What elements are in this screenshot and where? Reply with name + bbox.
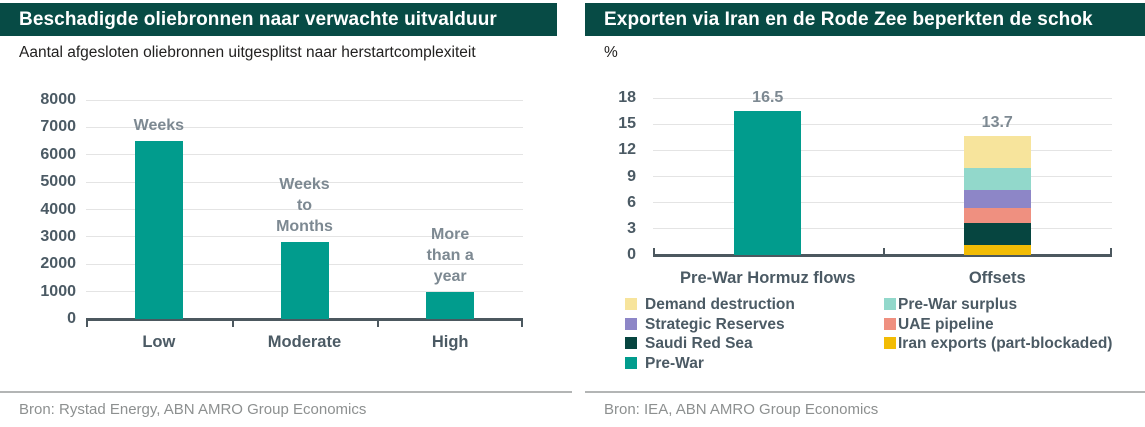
axis-tick [521,320,523,327]
category-label: High [431,333,469,351]
bar-segment [963,135,1031,168]
y-tick-label: 9 [627,167,636,185]
legend-label: Saudi Red Sea [645,335,753,352]
bar-annotation: Weeks to Months [276,176,333,236]
gridline [653,149,1112,151]
bar-segment [963,190,1031,208]
gridline [86,209,523,210]
right-chart-legend: Demand destruction Strategic Reserves Saud… [585,0,1145,427]
y-tick-label: 3 [627,219,636,237]
right-chart-source: Bron: IEA, ABN AMRO Group Economics [604,401,879,418]
left-chart-subtitle: Aantal afgesloten oliebronnen uitgesplit… [19,44,476,61]
y-tick-label: 12 [618,141,636,159]
x-axis-line [653,253,1112,257]
axis-tick [653,247,655,255]
right-chart-title: Exporten via Iran en de Rode Zee beperkt… [604,8,1093,30]
gridline [86,126,523,128]
left-chart-plot-area: 0 1000 2000 3000 4000 5000 6000 7000 8000 Weeks Lo… [0,0,572,427]
y-tick-label: 1000 [40,282,76,300]
axis-tick [231,320,234,327]
legend-swatch [884,317,896,330]
y-tick-label: 6 [627,193,636,211]
legend-label: UAE pipeline [898,315,994,333]
left-footer-divider [0,391,572,393]
right-chart-plot-area: 0 3 6 9 12 15 18 16.5 Pre-War Hormuz flows 13.7 Of… [585,0,1145,427]
legend-label: Iran exports (part-blockaded) [898,335,1113,352]
bar [426,291,475,319]
y-tick-label: 5000 [40,173,76,191]
legend-label: Strategic Reserves [645,315,785,333]
y-tick-label: 0 [67,310,76,327]
left-chart-title-bar: Beschadigde oliebronnen naar verwachte u… [0,3,557,36]
legend-swatch [884,337,896,349]
bar-segment [734,111,802,255]
legend-swatch [625,337,637,349]
right-chart-panel: Exporten via Iran en de Rode Zee beperkt… [585,0,1145,427]
gridline [86,181,523,183]
right-chart-y-axis-unit: % [604,44,618,61]
bar-segment [963,244,1031,255]
left-chart-panel: Beschadigde oliebronnen naar verwachte u… [0,0,572,427]
bar-segment [963,207,1031,223]
legend-swatch [625,298,637,310]
legend-label: Demand destruction [645,296,795,313]
gridline [86,99,523,101]
x-axis-line [86,317,523,321]
y-tick-label: 2000 [40,255,76,273]
left-chart-source: Bron: Rystad Energy, ABN AMRO Group Econ… [19,401,367,418]
axis-tick [86,320,88,327]
legend-label: Pre-War [645,354,704,372]
gridline [653,97,1112,99]
legend-label: Pre-War surplus [898,296,1018,313]
bar [280,242,329,319]
legend-swatch [884,298,896,310]
bar-annotation: More than a year [426,225,474,285]
gridline [653,123,1112,125]
bar-segment [963,167,1031,191]
y-tick-label: 18 [618,89,636,106]
data-label: 16.5 [752,89,784,107]
legend-swatch [625,356,637,369]
right-footer-divider [585,391,1145,393]
bar [134,141,183,319]
right-chart-title-bar: Exporten via Iran en de Rode Zee beperkt… [585,3,1145,36]
y-tick-label: 0 [627,246,636,263]
y-tick-label: 7000 [40,118,76,136]
gridline [86,236,523,238]
category-label: Moderate [267,333,342,351]
y-tick-label: 15 [618,115,636,133]
y-tick-label: 6000 [40,145,76,163]
gridline [653,202,1112,204]
category-label: Offsets [968,269,1026,287]
gridline [86,154,523,156]
y-tick-label: 4000 [40,200,76,218]
gridline [653,176,1112,177]
axis-tick [1110,247,1112,255]
left-chart-title: Beschadigde oliebronnen naar verwachte u… [19,8,497,30]
y-tick-label: 8000 [40,91,76,108]
bar-annotation: Weeks [133,117,185,135]
legend-swatch [625,317,637,330]
gridline [653,228,1112,230]
axis-tick [377,320,380,327]
category-label: Low [142,333,176,351]
bar-segment [963,222,1031,245]
axis-tick [882,247,885,255]
y-tick-label: 3000 [40,227,76,245]
category-label: Pre-War Hormuz flows [680,269,856,287]
data-label: 13.7 [981,113,1013,131]
